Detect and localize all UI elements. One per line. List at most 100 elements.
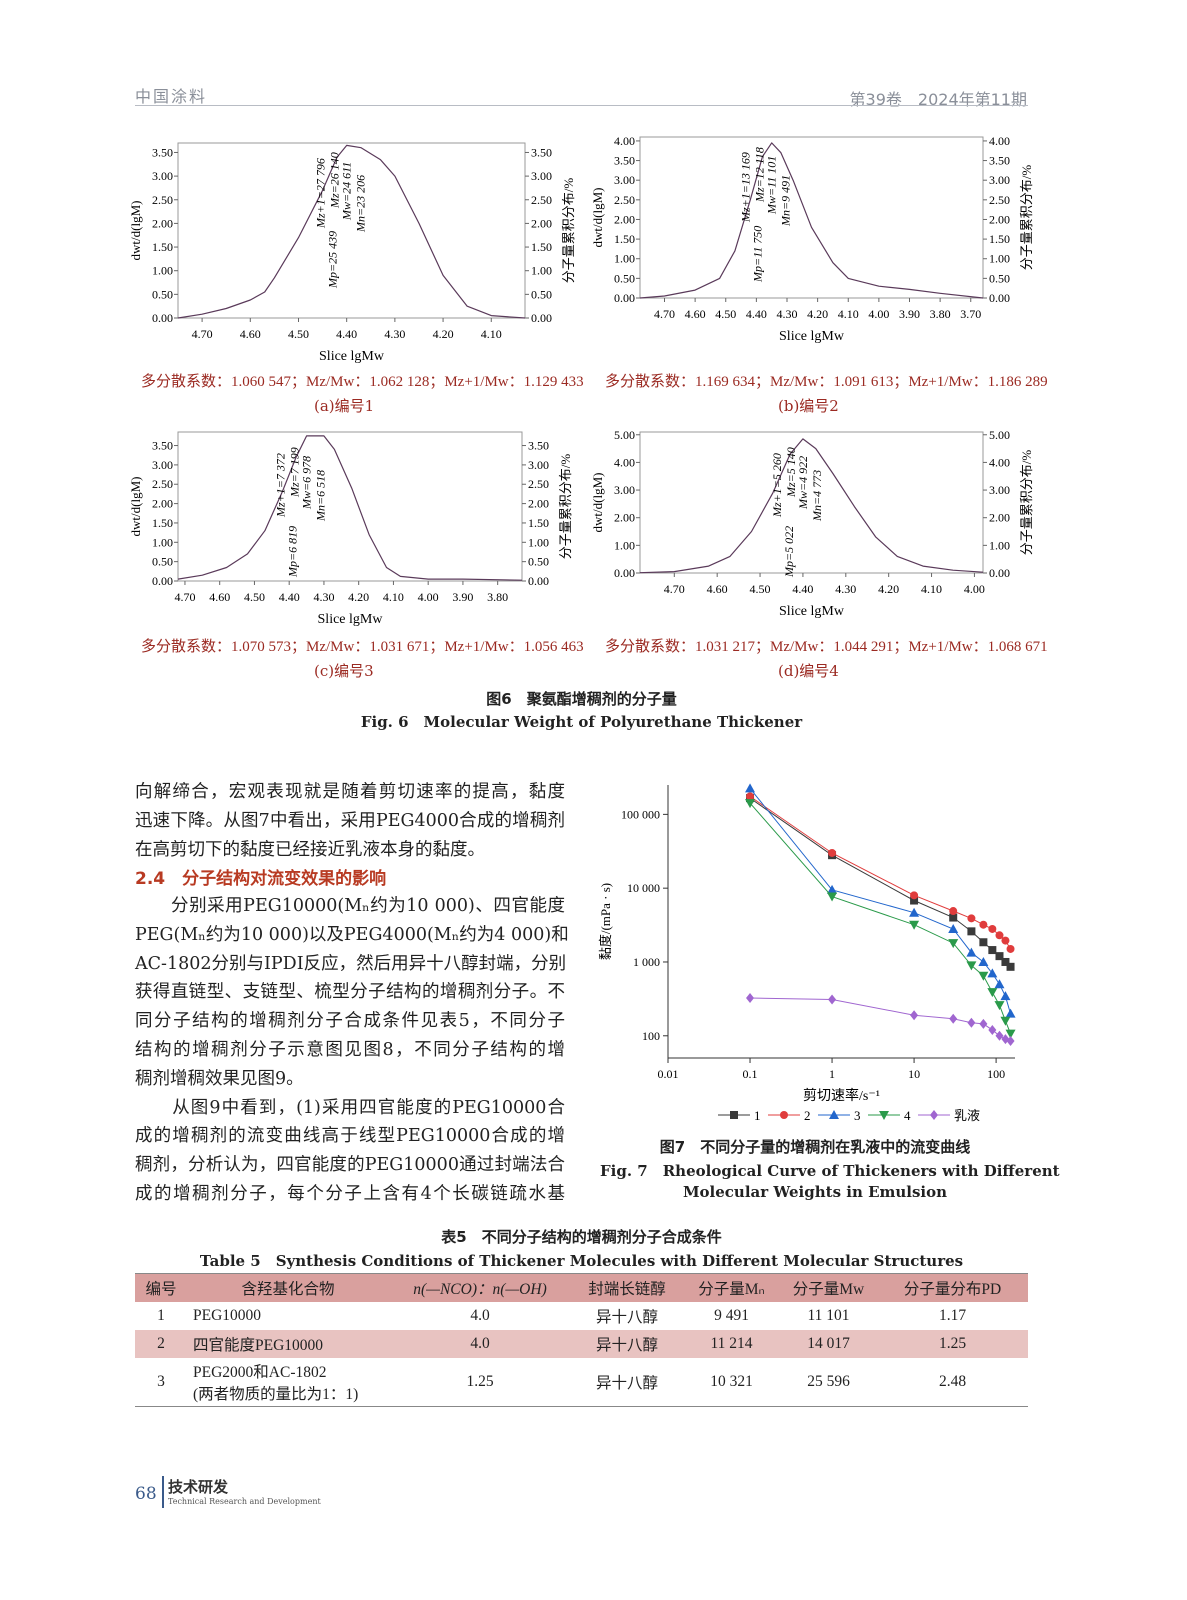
footer-section-cn: 技术研发	[168, 1478, 229, 1496]
fig6-panel-a: 0.00 0.00 0.50 0.50 1.00 1.00 1.50 1.50 2.00 2.00…	[128, 142, 576, 364]
x-tick-label: 4.20	[348, 590, 369, 604]
body-line: PEG(Mₙ约为10 000)以及PEG4000(Mₙ约为4 000)和	[135, 924, 569, 945]
data-point	[1006, 1035, 1015, 1046]
table5: 编号 含羟基化合物 n(—NCO)：n(—OH) 封端长链醇 分子量Mₙ 分子量…	[135, 1273, 1028, 1407]
cell-pd: 1.17	[938, 1306, 967, 1324]
legend-marker	[780, 1111, 788, 1119]
legend-marker	[930, 1110, 938, 1120]
y-tick-label: 1 000	[633, 955, 660, 969]
cell-compound: PEG10000	[193, 1306, 262, 1324]
y-tick-label-right: 0.50	[531, 287, 552, 301]
y-tick-label: 0.50	[152, 555, 173, 569]
x-axis-label: Slice lgMw	[318, 612, 384, 627]
y-tick-label: 0.00	[152, 311, 173, 325]
y-tick-label-right: 3.00	[531, 169, 552, 183]
y-tick-label-right: 3.00	[989, 173, 1010, 187]
data-point	[994, 979, 1005, 989]
y-tick-label-right: 1.00	[989, 252, 1010, 266]
y-tick-label-right: 3.00	[989, 483, 1010, 497]
y-tick-label: 0.00	[614, 566, 635, 580]
x-tick-label: 4.40	[279, 590, 300, 604]
y-tick-label: 1.50	[614, 232, 635, 246]
fig6-caption-en: Fig. 6 Molecular Weight of Polyurethane …	[360, 713, 803, 731]
data-point	[949, 1013, 958, 1024]
series-line-4	[749, 997, 1011, 1042]
x-tick-label: 4.10	[383, 590, 404, 604]
y-axis-label-right: 分子量累积分布/%	[1019, 165, 1034, 271]
x-tick-label: 4.60	[685, 307, 706, 321]
x-tick-label: 1	[829, 1067, 835, 1081]
x-tick-label: 4.40	[792, 582, 813, 596]
data-point	[979, 1018, 988, 1029]
data-point	[948, 939, 959, 949]
plot-frame	[177, 431, 523, 582]
y-tick-label-right: 3.50	[531, 145, 552, 159]
peak-annotation: Mp=11 750	[751, 226, 765, 283]
x-tick-label: 4.20	[433, 327, 454, 341]
y-tick-label: 2.00	[152, 216, 173, 230]
data-point	[827, 892, 838, 902]
y-tick-label-right: 0.50	[528, 555, 549, 569]
peak-annotation: Mw=6 978	[300, 456, 314, 510]
table-row: 3 PEG2000和AC-1802 (两者物质的量比为1：1) 1.25 异十八醇…	[135, 1358, 1028, 1407]
data-point	[967, 927, 976, 936]
legend-label: 乳液	[954, 1108, 980, 1123]
x-tick-label: 0.1	[743, 1067, 758, 1081]
stats-c: 多分散系数：1.070 573；Mz/Mw：1.031 671；Mz+1/Mw：…	[141, 639, 584, 655]
x-tick-label: 4.20	[878, 582, 899, 596]
peak-annotation: Mp=25 439	[326, 231, 340, 289]
th-id: 编号	[145, 1280, 177, 1298]
footer-section-en: Technical Research and Development	[168, 1497, 321, 1506]
cell-pd: 2.48	[938, 1372, 967, 1390]
data-point	[828, 848, 837, 857]
y-tick-label: 2.00	[152, 497, 173, 511]
peak-annotation: Mz=7 199	[288, 447, 302, 498]
x-tick-label: 3.80	[930, 307, 951, 321]
x-tick-label: 0.01	[658, 1067, 679, 1081]
x-tick-label: 4.00	[418, 590, 439, 604]
cell-compound: 四官能度PEG10000	[193, 1336, 324, 1354]
subcaption-b: (b)编号2	[778, 397, 839, 415]
fig6-caption-cn: 图6 聚氨酯增稠剂的分子量	[486, 690, 677, 708]
y-tick-label: 2.00	[614, 212, 635, 226]
y-tick-label: 1.00	[614, 252, 635, 266]
data-point	[988, 946, 997, 955]
y-axis-label-left: dwt/d(lgM)	[590, 188, 605, 248]
y-tick-label: 0.50	[614, 271, 635, 285]
y-tick-label-right: 1.50	[528, 516, 549, 530]
y-tick-label-right: 0.00	[528, 574, 549, 588]
x-tick-label: 4.30	[313, 590, 334, 604]
data-point	[910, 891, 919, 900]
y-tick-label: 5.00	[614, 428, 635, 442]
x-tick-label: 4.50	[750, 582, 771, 596]
cell-mw: 11 101	[807, 1306, 850, 1324]
table-row: 2 四官能度PEG10000 4.0 异十八醇 11 214 14 017 1.…	[135, 1329, 1028, 1358]
y-tick-label-right: 2.00	[989, 212, 1010, 226]
y-axis-label-left: dwt/d(lgM)	[128, 477, 143, 537]
y-tick-label-right: 1.50	[531, 240, 552, 254]
body-line: 迅速下降。从图7中看出，采用PEG4000合成的增稠剂	[135, 810, 565, 831]
legend-label: 4	[904, 1108, 911, 1123]
y-tick-label-right: 0.50	[989, 271, 1010, 285]
cell-id: 2	[157, 1334, 165, 1352]
y-tick-label-right: 4.00	[989, 455, 1010, 469]
y-tick-label-right: 1.50	[989, 232, 1010, 246]
y-tick-label: 3.00	[152, 169, 173, 183]
x-tick-label: 3.90	[899, 307, 920, 321]
x-tick-label: 4.30	[384, 327, 405, 341]
y-tick-label-right: 2.00	[531, 216, 552, 230]
data-point	[1000, 991, 1011, 1001]
x-axis-label: Slice lgMw	[319, 349, 385, 364]
data-point	[1005, 1008, 1016, 1018]
x-tick-label: 4.60	[240, 327, 261, 341]
data-point	[967, 1017, 976, 1028]
data-point	[1001, 936, 1010, 945]
subcaption-c: (c)编号3	[314, 662, 374, 680]
distribution-curve	[177, 144, 526, 319]
x-tick-label: 3.80	[487, 590, 508, 604]
x-tick-label: 4.10	[921, 582, 942, 596]
table-row: 1 PEG10000 4.0 异十八醇 9 491 11 101 1.17	[135, 1302, 1028, 1330]
data-point	[910, 896, 919, 905]
y-tick-label: 100	[642, 1029, 660, 1043]
